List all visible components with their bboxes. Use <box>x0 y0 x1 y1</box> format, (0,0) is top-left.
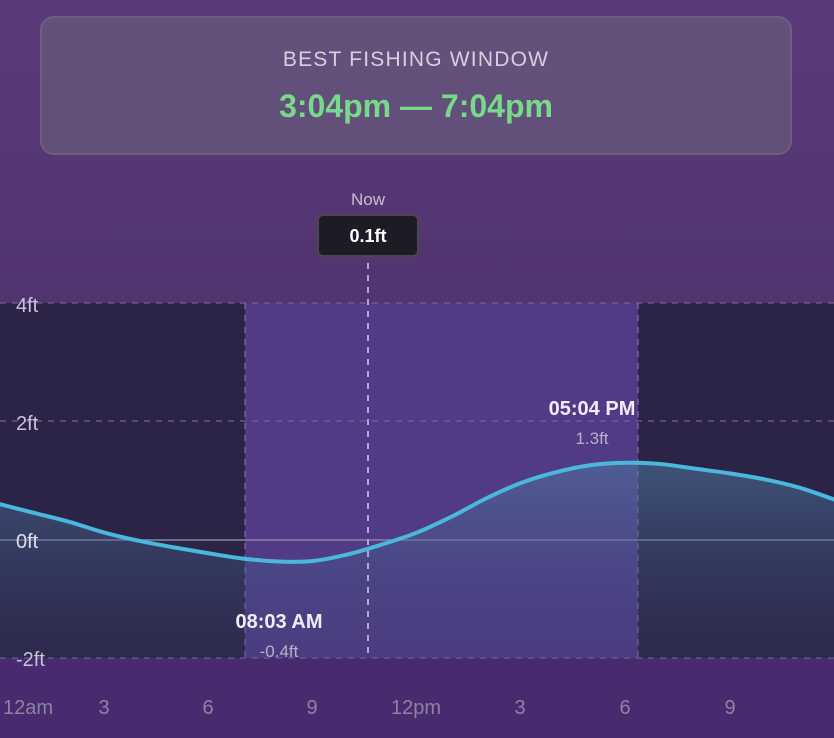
x-tick-6am: 6 <box>202 697 213 719</box>
now-value: 0.1ft <box>349 226 386 246</box>
best-fishing-window-range: 3:04pm — 7:04pm <box>279 88 553 124</box>
x-tick-3am: 3 <box>98 697 109 719</box>
x-tick-9am: 9 <box>306 697 317 719</box>
tide-line <box>0 460 834 564</box>
now-marker: Now 0.1ft <box>317 190 419 658</box>
high-tide-time: 05:04 PM <box>549 398 636 420</box>
y-tick-0ft: 0ft <box>16 531 39 553</box>
best-fishing-window-title: BEST FISHING WINDOW <box>282 48 550 71</box>
y-tick-2ft: 2ft <box>16 413 39 435</box>
x-tick-6pm: 6 <box>619 697 630 719</box>
now-label: Now <box>351 190 386 209</box>
y-tick-minus-2ft: -2ft <box>16 649 45 671</box>
low-tide-time: 08:03 AM <box>235 611 322 633</box>
x-tick-9pm: 9 <box>724 697 735 719</box>
high-tide-height: 1.3ft <box>575 429 608 448</box>
best-fishing-window-card: BEST FISHING WINDOW 3:04pm — 7:04pm <box>40 16 792 155</box>
x-tick-12pm: 12pm <box>391 697 441 719</box>
now-value-box <box>317 214 419 257</box>
tide-area <box>0 462 834 658</box>
x-tick-3pm: 3 <box>514 697 525 719</box>
low-tide-height: -0.4ft <box>260 642 299 661</box>
x-tick-12am: 12am <box>3 697 53 719</box>
y-tick-4ft: 4ft <box>16 295 39 317</box>
